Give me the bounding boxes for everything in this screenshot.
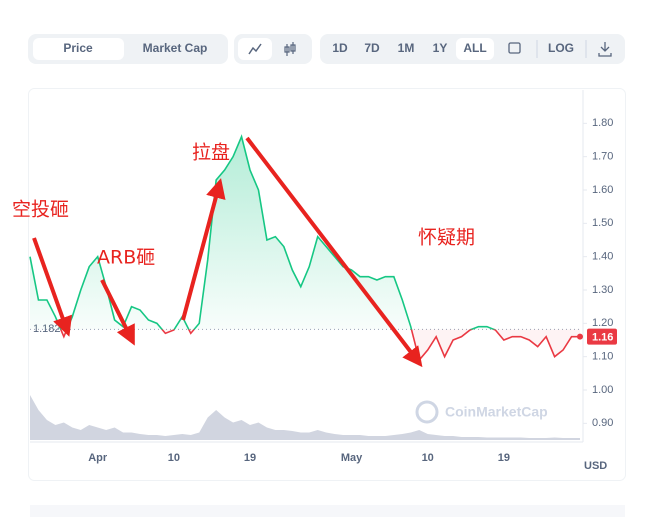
tab[interactable]: Market Cap <box>143 41 208 55</box>
download-icon[interactable] <box>598 42 612 57</box>
y-tick-label: 0.90 <box>592 417 613 429</box>
x-tick-label: Apr <box>88 452 108 464</box>
range[interactable]: 1Y <box>433 41 448 55</box>
range[interactable]: 1D <box>332 41 348 55</box>
y-tick-label: 1.40 <box>592 251 613 263</box>
x-tick-label: 10 <box>168 452 180 464</box>
watermark-text: CoinMarketCap <box>445 404 548 420</box>
x-tick-label: 10 <box>422 452 434 464</box>
range[interactable]: 7D <box>364 41 380 55</box>
calendar-icon[interactable] <box>508 42 521 54</box>
x-tick-label: 19 <box>244 452 256 464</box>
y-tick-label: 1.50 <box>592 217 613 229</box>
active-tab[interactable] <box>33 38 124 60</box>
range[interactable]: 1M <box>398 41 415 55</box>
next-card <box>30 505 625 517</box>
unit: USD <box>584 460 607 472</box>
annotation: ARB砸 <box>97 247 155 269</box>
log-button[interactable]: LOG <box>548 41 574 55</box>
last-value: 1.16 <box>592 332 613 344</box>
y-tick-label: 1.00 <box>592 384 613 396</box>
range[interactable]: ALL <box>463 41 486 55</box>
y-tick-label: 1.80 <box>592 117 613 129</box>
y-tick-label: 1.10 <box>592 351 613 363</box>
annotation: 空投砸 <box>12 199 69 221</box>
y-tick-label: 1.60 <box>592 184 613 196</box>
active-range[interactable] <box>456 38 494 60</box>
x-tick-label: 19 <box>498 452 510 464</box>
tab[interactable]: Price <box>63 41 93 55</box>
last-point <box>577 333 583 340</box>
annotation: 怀疑期 <box>418 227 475 249</box>
x-tick-label: May <box>341 452 363 464</box>
y-tick-label: 1.70 <box>592 151 613 163</box>
line-icon <box>248 43 262 55</box>
volume-area <box>30 395 580 440</box>
last-badge <box>587 328 617 345</box>
annotation: 拉盘 <box>192 142 230 164</box>
y-tick-label: 1.20 <box>592 317 613 329</box>
watermark: CoinMarketCap <box>415 400 548 424</box>
y-tick-label: 1.30 <box>592 284 613 296</box>
arrows <box>32 136 423 368</box>
candle-icon[interactable] <box>284 42 296 56</box>
